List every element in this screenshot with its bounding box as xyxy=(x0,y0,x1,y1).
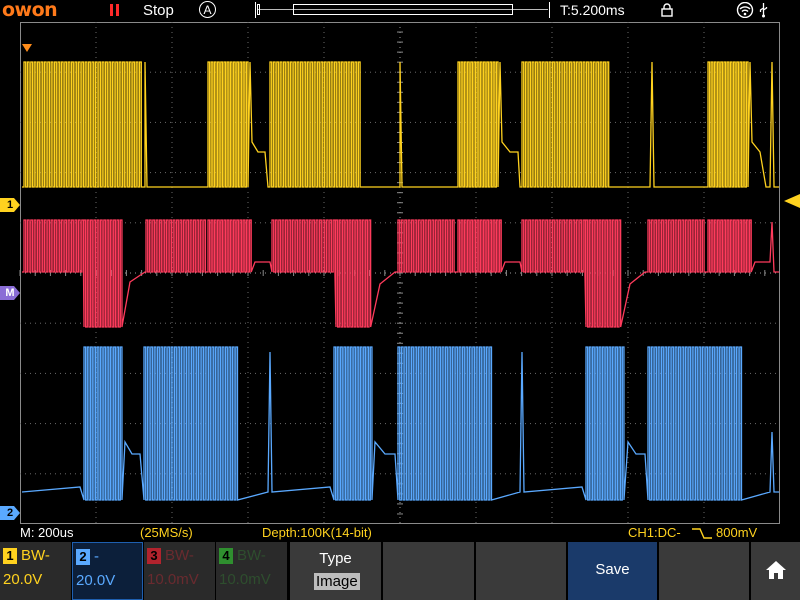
trigger-position-mark xyxy=(257,4,260,15)
ch1-ground-marker[interactable]: 1 xyxy=(0,198,20,212)
run-status[interactable]: Stop xyxy=(143,2,174,19)
trigger-time-readout: T:5.200ms xyxy=(560,2,625,18)
waveform-display[interactable]: 1 M 2 xyxy=(0,22,800,524)
home-icon xyxy=(766,561,786,579)
ch2-ground-marker[interactable]: 2 xyxy=(0,506,20,520)
ch2-key[interactable]: 2 - 20.0V xyxy=(72,542,143,600)
trigger-level-readout: 800mV xyxy=(716,525,758,540)
memory-depth-readout: Depth:100K(14-bit) xyxy=(262,525,372,540)
blank-softkey-1[interactable] xyxy=(382,542,474,600)
ch1-key[interactable]: 1 BW- 20.0V xyxy=(0,542,71,600)
sample-rate-readout: (25MS/s) xyxy=(140,525,193,540)
ch3-key[interactable]: 3 BW- 10.0mV xyxy=(144,542,215,600)
falling-edge-icon xyxy=(692,528,712,539)
trigger-coupling-readout: CH1:DC- xyxy=(628,525,681,540)
trigger-level-arrow[interactable] xyxy=(784,194,800,208)
save-button[interactable]: Save xyxy=(567,542,657,600)
math-marker[interactable]: M xyxy=(0,286,20,300)
trigger-mode-badge: A xyxy=(199,1,216,18)
wifi-icon xyxy=(736,2,754,18)
blank-softkey-2[interactable] xyxy=(475,542,566,600)
ch2-waveform xyxy=(21,346,779,501)
trigger-position-arrow xyxy=(22,44,32,52)
lock-icon xyxy=(661,3,673,17)
type-menu-button[interactable]: Type Image xyxy=(289,542,381,600)
brand-logo: owon xyxy=(2,0,58,21)
top-status-bar: owon Stop A T:5.200ms xyxy=(0,0,800,22)
type-value: Image xyxy=(314,573,360,590)
timebase-readout[interactable]: M: 200us xyxy=(20,525,74,540)
blank-softkey-3[interactable] xyxy=(658,542,749,600)
waveform-traces xyxy=(21,61,779,501)
math-waveform xyxy=(22,219,779,328)
view-window-indicator xyxy=(293,4,513,15)
ch1-waveform xyxy=(22,61,779,188)
home-button[interactable] xyxy=(750,542,800,600)
softkey-bar: 1 BW- 20.0V 2 - 20.0V 3 BW- 10.0mV 4 BW-… xyxy=(0,542,800,600)
pause-bars-icon xyxy=(108,3,122,17)
ch4-key[interactable]: 4 BW- 10.0mV xyxy=(216,542,287,600)
usb-icon xyxy=(759,3,768,18)
memory-position-bar xyxy=(255,2,550,18)
status-line: M: 200us (25MS/s) Depth:100K(14-bit) CH1… xyxy=(0,524,800,542)
